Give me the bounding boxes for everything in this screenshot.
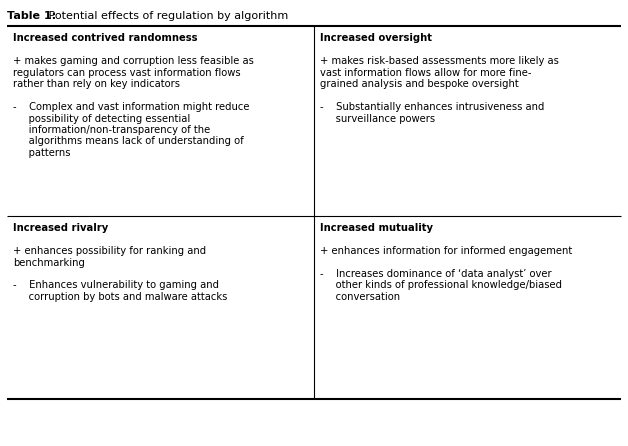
Text: Increased rivalry: Increased rivalry <box>13 223 108 233</box>
Text: + enhances information for informed engagement: + enhances information for informed enga… <box>320 246 572 256</box>
Text: vast information flows allow for more fine-: vast information flows allow for more fi… <box>320 67 531 78</box>
Text: conversation: conversation <box>320 292 400 302</box>
Text: corruption by bots and malware attacks: corruption by bots and malware attacks <box>13 292 227 302</box>
Text: -    Complex and vast information might reduce: - Complex and vast information might red… <box>13 102 249 112</box>
Text: -    Enhances vulnerability to gaming and: - Enhances vulnerability to gaming and <box>13 281 219 290</box>
Text: + enhances possibility for ranking and: + enhances possibility for ranking and <box>13 246 206 256</box>
Text: + makes gaming and corruption less feasible as: + makes gaming and corruption less feasi… <box>13 56 254 66</box>
Text: information/non-transparency of the: information/non-transparency of the <box>13 125 210 135</box>
Text: Increased oversight: Increased oversight <box>320 33 432 43</box>
Text: other kinds of professional knowledge/biased: other kinds of professional knowledge/bi… <box>320 281 562 290</box>
Text: Potential effects of regulation by algorithm: Potential effects of regulation by algor… <box>45 11 288 21</box>
Text: -    Substantially enhances intrusiveness and: - Substantially enhances intrusiveness a… <box>320 102 544 112</box>
Text: + makes risk-based assessments more likely as: + makes risk-based assessments more like… <box>320 56 559 66</box>
Text: rather than rely on key indicators: rather than rely on key indicators <box>13 79 180 89</box>
Text: grained analysis and bespoke oversight: grained analysis and bespoke oversight <box>320 79 519 89</box>
Text: regulators can process vast information flows: regulators can process vast information … <box>13 67 241 78</box>
Text: surveillance powers: surveillance powers <box>320 113 435 124</box>
Text: patterns: patterns <box>13 148 70 158</box>
Text: Increased contrived randomness: Increased contrived randomness <box>13 33 197 43</box>
Text: possibility of detecting essential: possibility of detecting essential <box>13 113 190 124</box>
Text: benchmarking: benchmarking <box>13 257 85 268</box>
Text: algorithms means lack of understanding of: algorithms means lack of understanding o… <box>13 136 244 146</box>
Text: -    Increases dominance of ‘data analyst’ over: - Increases dominance of ‘data analyst’ … <box>320 269 551 279</box>
Text: Table 1:: Table 1: <box>7 11 56 21</box>
Text: Increased mutuality: Increased mutuality <box>320 223 433 233</box>
